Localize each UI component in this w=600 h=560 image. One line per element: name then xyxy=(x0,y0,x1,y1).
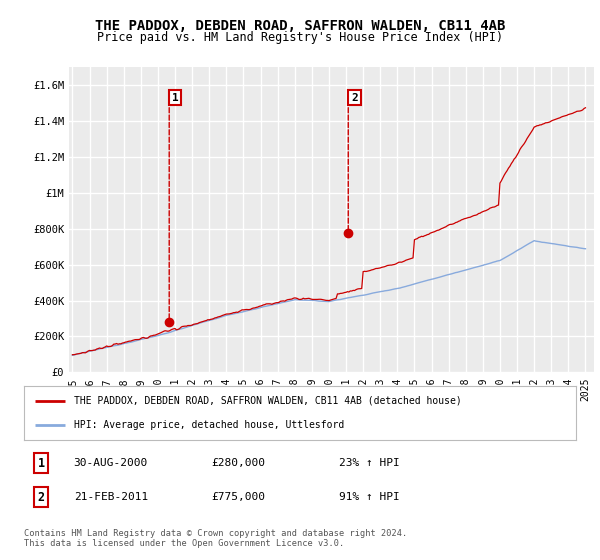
Text: 30-AUG-2000: 30-AUG-2000 xyxy=(74,458,148,468)
Text: THE PADDOX, DEBDEN ROAD, SAFFRON WALDEN, CB11 4AB: THE PADDOX, DEBDEN ROAD, SAFFRON WALDEN,… xyxy=(95,20,505,34)
Text: £775,000: £775,000 xyxy=(212,492,266,502)
Text: THE PADDOX, DEBDEN ROAD, SAFFRON WALDEN, CB11 4AB (detached house): THE PADDOX, DEBDEN ROAD, SAFFRON WALDEN,… xyxy=(74,396,461,406)
Text: This data is licensed under the Open Government Licence v3.0.: This data is licensed under the Open Gov… xyxy=(24,539,344,548)
Text: HPI: Average price, detached house, Uttlesford: HPI: Average price, detached house, Uttl… xyxy=(74,420,344,430)
Text: 2: 2 xyxy=(351,93,358,102)
Text: Contains HM Land Registry data © Crown copyright and database right 2024.: Contains HM Land Registry data © Crown c… xyxy=(24,530,407,539)
Text: £280,000: £280,000 xyxy=(212,458,266,468)
Text: 2: 2 xyxy=(38,491,45,503)
Text: Price paid vs. HM Land Registry's House Price Index (HPI): Price paid vs. HM Land Registry's House … xyxy=(97,31,503,44)
Text: 21-FEB-2011: 21-FEB-2011 xyxy=(74,492,148,502)
Text: 1: 1 xyxy=(172,93,178,102)
Text: 1: 1 xyxy=(38,456,45,470)
Text: 91% ↑ HPI: 91% ↑ HPI xyxy=(338,492,400,502)
Text: 23% ↑ HPI: 23% ↑ HPI xyxy=(338,458,400,468)
